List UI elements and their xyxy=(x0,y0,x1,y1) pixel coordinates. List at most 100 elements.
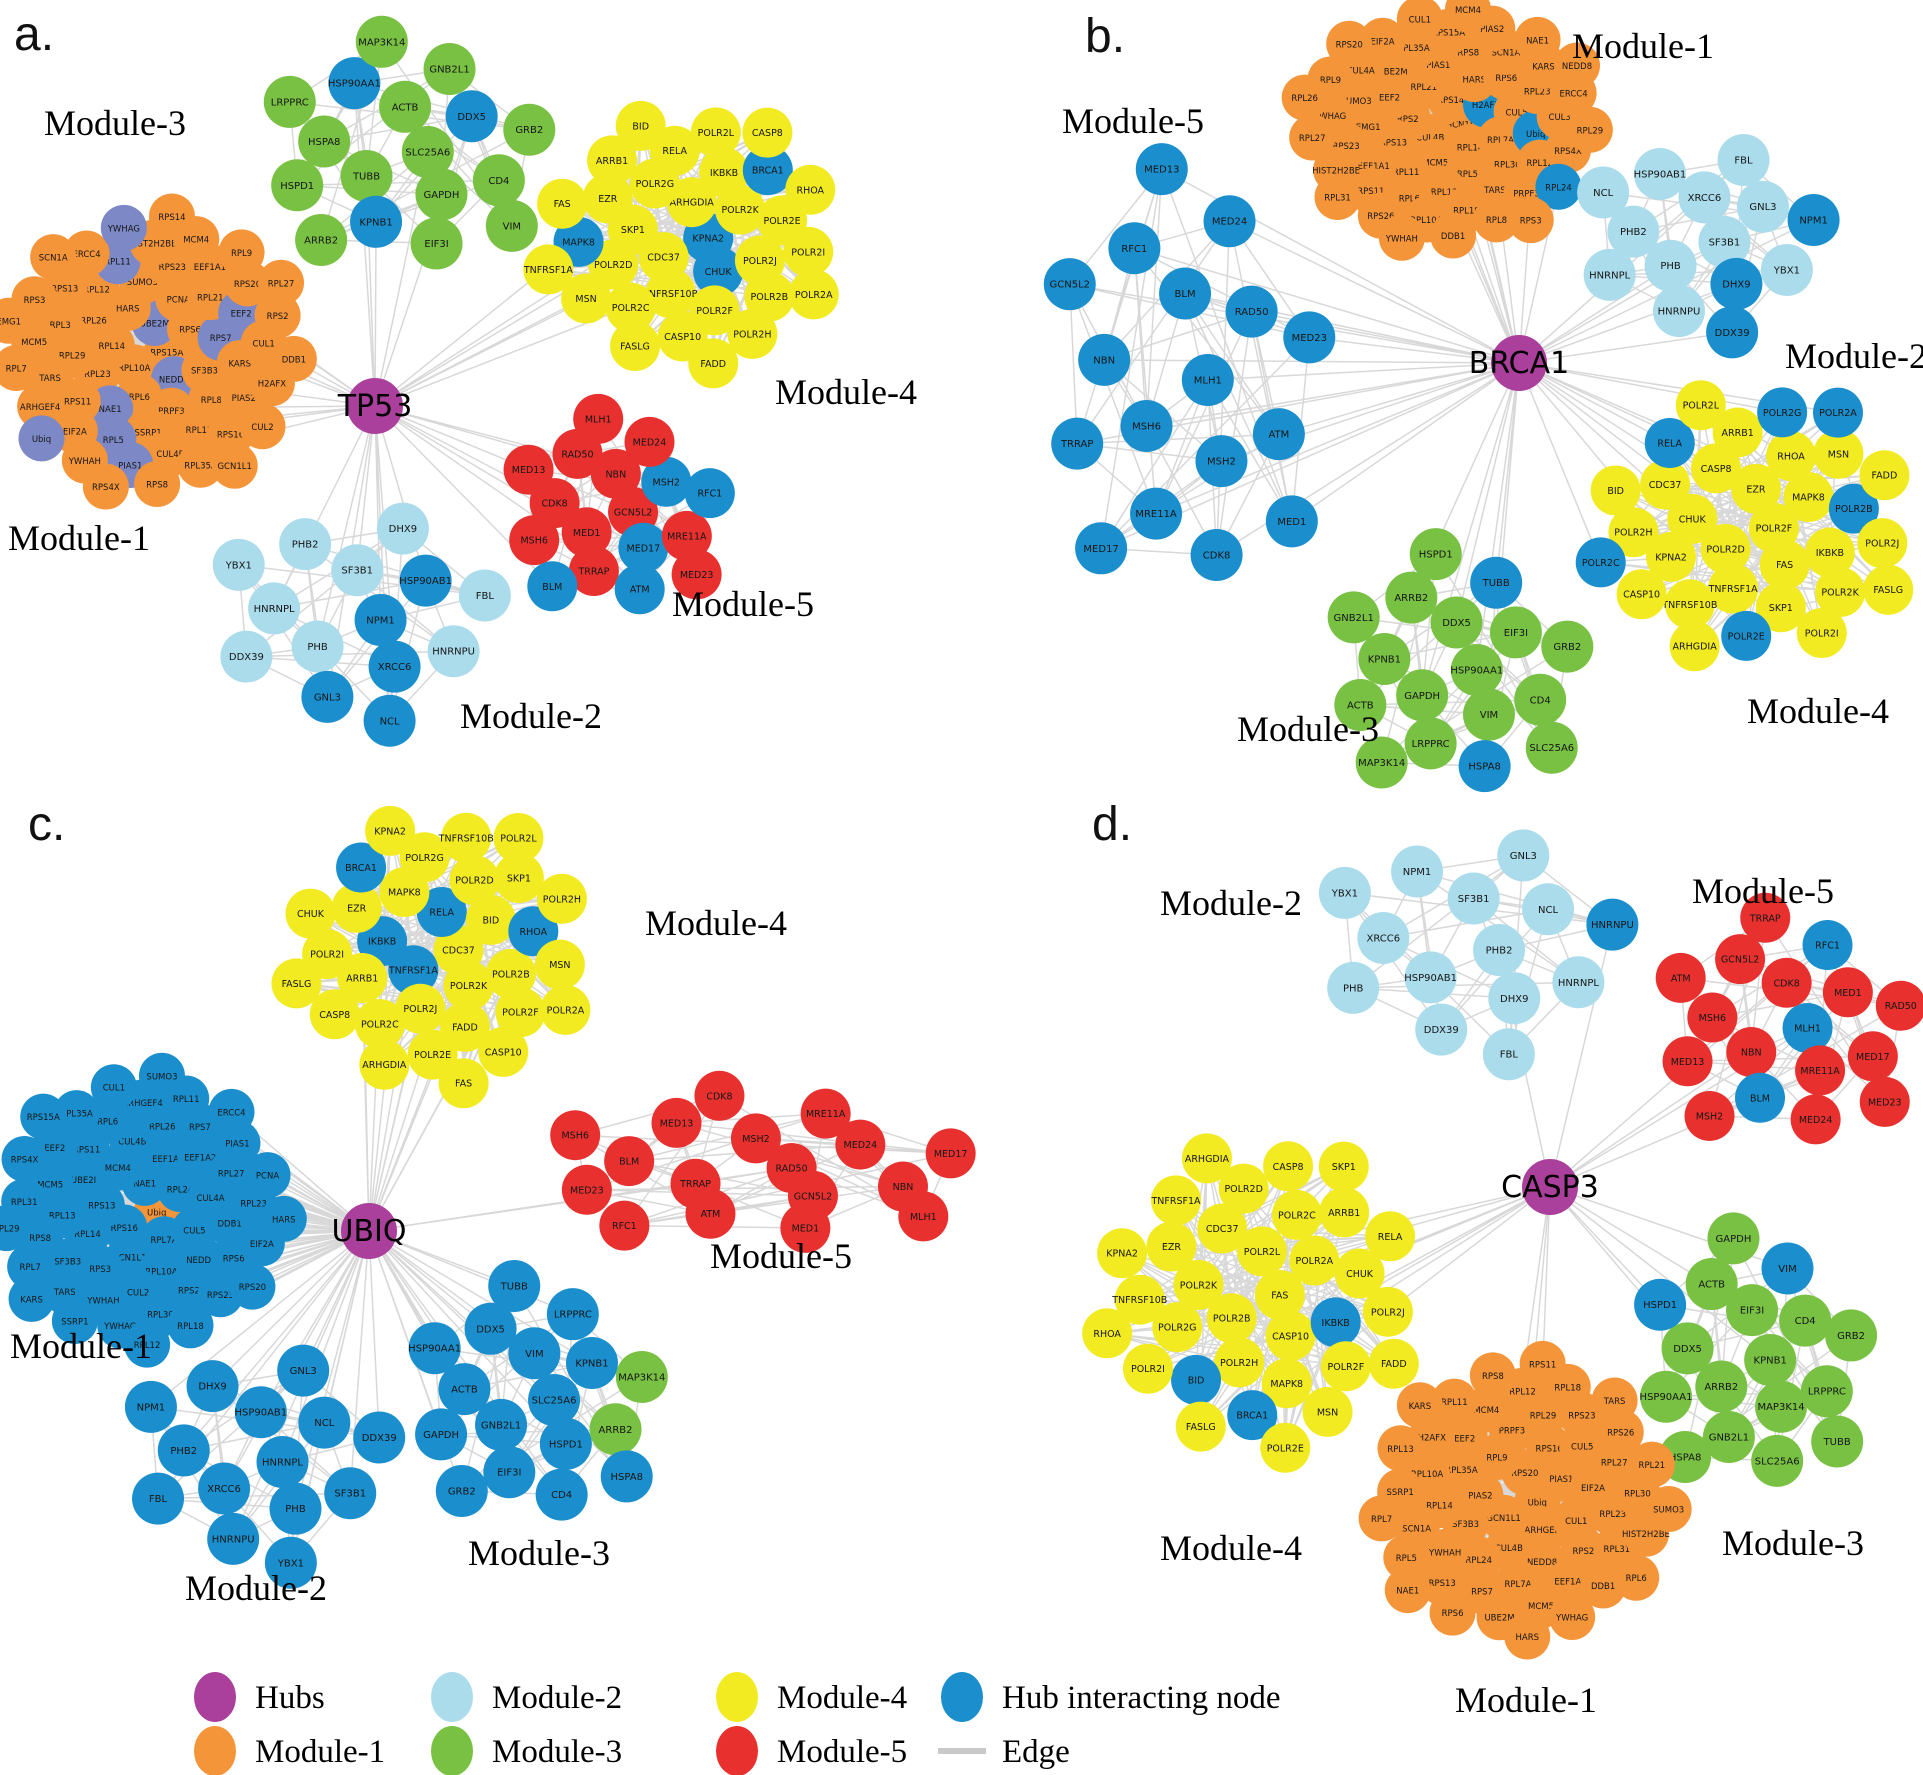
node-POLR2D xyxy=(449,855,500,906)
node-RPS8 xyxy=(1469,1352,1516,1399)
node-label: BRCA1 xyxy=(345,863,377,874)
node-POLR2G xyxy=(1757,387,1808,438)
node-label: FASLG xyxy=(620,341,650,352)
node-label: RPL3 xyxy=(50,321,71,331)
node-MED1 xyxy=(780,1202,831,1253)
module-label: Module-2 xyxy=(1785,336,1923,376)
node-ACTB xyxy=(379,80,432,133)
node-label: RPS3 xyxy=(89,1265,111,1275)
node-label: TUBB xyxy=(1823,1437,1851,1448)
node-label: POLR2H xyxy=(1220,1358,1258,1369)
node-label: MED24 xyxy=(1799,1115,1833,1126)
node-label: MCM4 xyxy=(183,236,209,246)
node-HNRNPL xyxy=(256,1436,309,1488)
node-label: RELA xyxy=(662,146,687,157)
node-FADD xyxy=(1859,450,1910,501)
node-label: MED13 xyxy=(512,465,546,476)
hub-node-TP53 xyxy=(347,378,403,434)
node-label: RPL21 xyxy=(1639,1461,1666,1471)
node-POLR2A xyxy=(1812,387,1863,438)
node-label: NCL xyxy=(380,716,400,727)
node-label: HARS xyxy=(272,1215,296,1225)
node-label: MED24 xyxy=(633,437,667,448)
node-label: POLR2D xyxy=(455,876,493,887)
node-GRB2 xyxy=(503,103,556,156)
node-label: GNB2L1 xyxy=(481,1420,521,1431)
node-label: SUMO3 xyxy=(146,1072,177,1082)
node-PHB2 xyxy=(157,1424,210,1477)
node-label: KARS xyxy=(1409,1402,1432,1412)
node-POLR2J xyxy=(395,983,446,1034)
module-label: Module-4 xyxy=(1160,1528,1302,1568)
node-SF3B1 xyxy=(331,544,384,597)
node-label: HIST2H2BE xyxy=(1312,166,1360,176)
node-label: HNRNPU xyxy=(1658,306,1701,317)
node-MED24 xyxy=(1203,195,1256,248)
node-label: MSH2 xyxy=(1696,1111,1723,1122)
node-PHB xyxy=(291,620,344,673)
node-label: SUMO3 xyxy=(1653,1505,1684,1515)
node-label: RPL31 xyxy=(1604,1545,1631,1555)
node-MRE11A xyxy=(661,510,712,561)
node-label: YWHAG xyxy=(107,224,140,234)
node-label: YWHAG xyxy=(103,1322,136,1332)
node-label: CUL5 xyxy=(1505,108,1527,118)
node-NCL xyxy=(298,1396,351,1449)
node-DDB1 xyxy=(1430,212,1477,259)
node-label: BLM xyxy=(1750,1093,1770,1104)
node-EZR xyxy=(1146,1221,1197,1272)
node-label: POLR2E xyxy=(763,216,800,227)
node-NAE1 xyxy=(1384,1567,1431,1614)
node-label: RPL27 xyxy=(218,1169,245,1179)
node-label: POLR2A xyxy=(1819,408,1857,419)
node-PHB xyxy=(1644,239,1697,292)
node-label: RPL30 xyxy=(1494,161,1521,171)
node-label: VIM xyxy=(525,1349,543,1360)
node-Ubiq xyxy=(18,415,65,462)
node-RELA xyxy=(1644,417,1695,468)
node-ARHGDIA xyxy=(359,1039,410,1090)
node-label: MRE11A xyxy=(1135,509,1177,520)
node-label: RPS7 xyxy=(210,334,232,344)
node-MSN xyxy=(1302,1386,1353,1437)
node-RPL29 xyxy=(0,1205,30,1252)
node-label: SF3B3 xyxy=(1452,1520,1479,1530)
node-RPS15A xyxy=(20,1093,67,1140)
node-MED13 xyxy=(1135,143,1188,196)
node-label: RPL10A xyxy=(118,364,151,374)
node-ARRB1 xyxy=(1712,407,1763,458)
legend-swatch-module5 xyxy=(716,1726,758,1775)
node-label: IKBKB xyxy=(368,937,396,948)
legend-swatch-module4 xyxy=(716,1672,758,1722)
node-label: TUBB xyxy=(352,172,380,183)
node-MLH1 xyxy=(1782,1003,1833,1053)
node-MSH6 xyxy=(1687,992,1738,1043)
node-label: ATM xyxy=(1671,973,1691,984)
node-label: POLR2L xyxy=(1683,401,1720,412)
node-label: RPS15A xyxy=(1432,28,1465,38)
node-label: POLR2A xyxy=(795,290,833,301)
node-label: H2AFX xyxy=(258,380,287,390)
node-label: RPL31 xyxy=(11,1198,38,1208)
node-label: SF3B3 xyxy=(191,367,218,377)
hub-label: TP53 xyxy=(337,389,413,424)
node-RPS4X xyxy=(1,1136,48,1183)
node-label: CHUK xyxy=(297,909,325,920)
node-XRCC6 xyxy=(1678,171,1731,224)
node-label: RPL29 xyxy=(1530,1411,1557,1421)
node-label: MSH2 xyxy=(653,477,680,488)
node-label: RPS3 xyxy=(1520,217,1542,227)
node-label: ARRB1 xyxy=(1328,1208,1360,1219)
node-label: RHOA xyxy=(1093,1329,1121,1340)
node-RPS4X xyxy=(82,463,129,510)
node-label: EEF1A2 xyxy=(1554,1578,1586,1588)
node-MAPK8 xyxy=(1261,1358,1312,1409)
node-label: PHB2 xyxy=(1486,946,1513,957)
node-label: RPL11 xyxy=(1393,168,1420,178)
node-label: SCN1A xyxy=(1402,1524,1431,1534)
node-label: RPL6 xyxy=(1626,1574,1647,1584)
node-label: YBX1 xyxy=(277,1558,304,1569)
node-label: RPS23 xyxy=(1332,142,1359,152)
node-label: MAPK8 xyxy=(388,888,421,899)
node-label: DDB1 xyxy=(218,1220,242,1230)
